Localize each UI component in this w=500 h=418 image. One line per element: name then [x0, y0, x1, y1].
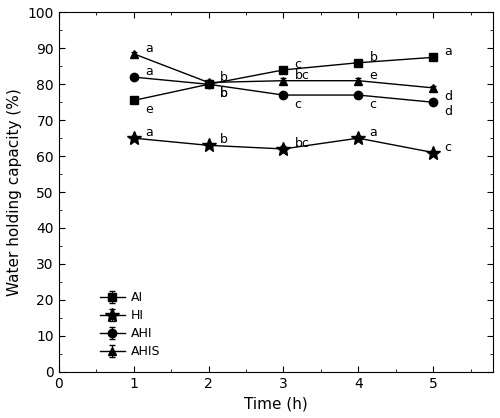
Text: b: b	[220, 71, 228, 84]
Text: b: b	[220, 87, 228, 100]
Text: a: a	[370, 126, 377, 139]
Text: a: a	[444, 46, 452, 59]
Text: b: b	[220, 87, 228, 100]
Text: bc: bc	[294, 69, 310, 82]
Text: c: c	[294, 58, 302, 71]
Text: d: d	[444, 90, 452, 103]
Text: c: c	[294, 97, 302, 110]
Y-axis label: Water holding capacity (%): Water holding capacity (%)	[7, 88, 22, 296]
Text: b: b	[370, 51, 378, 64]
Text: a: a	[145, 42, 152, 55]
Text: c: c	[444, 140, 452, 154]
Text: a: a	[145, 65, 152, 78]
Text: b: b	[220, 133, 228, 146]
Text: c: c	[370, 97, 376, 110]
X-axis label: Time (h): Time (h)	[244, 396, 308, 411]
Text: e: e	[370, 69, 377, 82]
Text: e: e	[145, 103, 152, 116]
Legend: AI, HI, AHI, AHIS: AI, HI, AHI, AHIS	[100, 291, 160, 358]
Text: bc: bc	[294, 137, 310, 150]
Text: d: d	[444, 105, 452, 118]
Text: a: a	[145, 126, 152, 139]
